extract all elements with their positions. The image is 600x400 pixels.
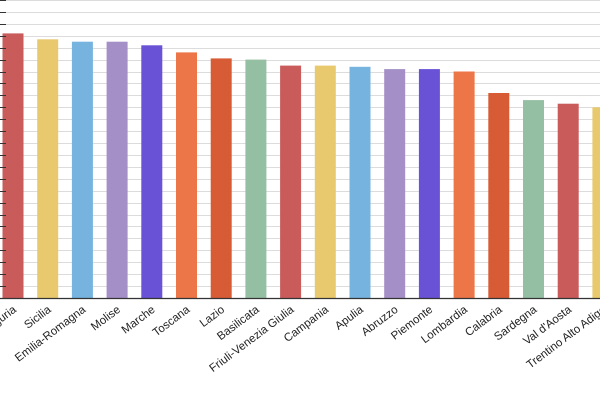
- bar-sardegna: [523, 100, 544, 298]
- x-tick-label: Toscana: [151, 303, 193, 339]
- bar-friuli-venezia-giulia: [280, 65, 302, 298]
- bar-abruzzo: [384, 69, 406, 298]
- bar-piemonte: [418, 69, 440, 298]
- bar-sicilia: [37, 39, 59, 299]
- bar-basilicata: [245, 59, 267, 298]
- x-tick-label: Lazio: [198, 304, 227, 330]
- bar-trentino-alto-adige: [592, 107, 600, 298]
- x-tick-label: Liguria: [0, 303, 19, 334]
- y-axis-ticks: [0, 0, 6, 287]
- bar-val-d-aosta: [557, 103, 579, 298]
- bar-toscana: [176, 52, 197, 299]
- bars: [2, 33, 600, 299]
- bar-liguria: [2, 33, 24, 299]
- bar-lazio: [210, 58, 232, 299]
- bar-molise: [106, 41, 128, 298]
- bar-lombardia: [453, 71, 475, 298]
- bar-campania: [314, 65, 336, 298]
- bar-marche: [141, 45, 163, 298]
- x-tick-label: Molise: [89, 304, 123, 334]
- bar-apulia: [349, 66, 371, 298]
- bar-emilia-romagna: [71, 41, 93, 298]
- bar-calabria: [488, 93, 510, 298]
